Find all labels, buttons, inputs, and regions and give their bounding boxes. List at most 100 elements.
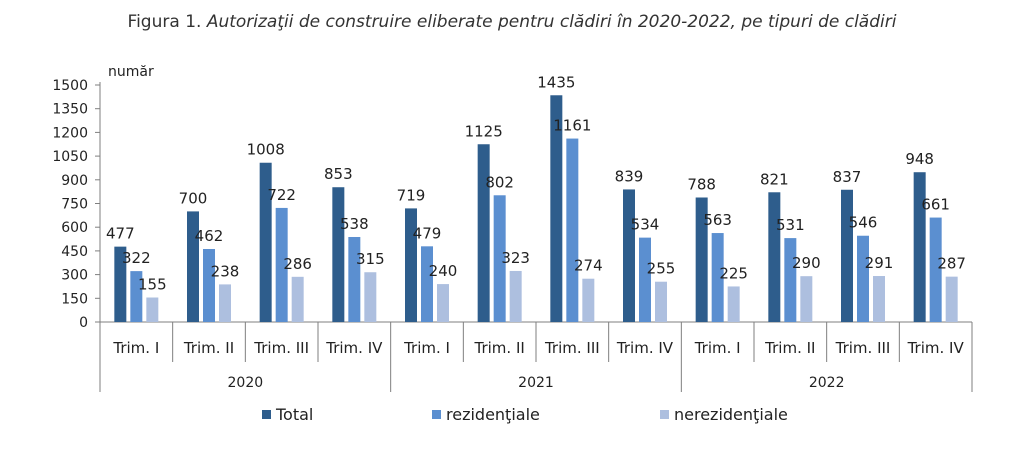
bar-nerezidentiale bbox=[364, 272, 377, 322]
bar-nerezidentiale bbox=[509, 270, 522, 322]
y-axis-label: număr bbox=[108, 64, 154, 80]
year-label: 2020 bbox=[228, 375, 264, 391]
bar-total bbox=[768, 192, 781, 322]
data-label: 323 bbox=[501, 249, 530, 267]
data-label: 238 bbox=[211, 262, 240, 280]
data-label: 274 bbox=[574, 257, 603, 275]
legend-label: Total bbox=[275, 405, 313, 424]
data-label: 322 bbox=[122, 249, 151, 267]
bar-nerezidentiale bbox=[146, 297, 159, 322]
bar-total bbox=[841, 189, 853, 322]
y-tick-label: 150 bbox=[61, 291, 88, 307]
bar-nerezidentiale bbox=[727, 286, 740, 322]
x-tick-label: Trim. II bbox=[764, 339, 815, 357]
data-label: 534 bbox=[631, 216, 660, 234]
bar-total bbox=[550, 95, 563, 323]
data-label: 225 bbox=[719, 264, 748, 282]
data-label: 853 bbox=[324, 165, 353, 183]
bar-nerezidentiale bbox=[437, 284, 449, 322]
bar-rezidentiale bbox=[857, 235, 869, 322]
legend-label: rezidenţiale bbox=[446, 405, 540, 424]
data-label: 290 bbox=[792, 254, 821, 272]
x-tick-label: Trim. III bbox=[253, 339, 309, 357]
data-label: 948 bbox=[905, 150, 934, 168]
bar-rezidentiale bbox=[566, 138, 579, 322]
data-label: 287 bbox=[937, 255, 966, 273]
data-label: 531 bbox=[776, 216, 805, 234]
data-label: 837 bbox=[833, 168, 862, 186]
bar-rezidentiale bbox=[275, 207, 288, 322]
data-label: 722 bbox=[267, 186, 296, 204]
legend-swatch bbox=[660, 410, 669, 419]
bar-total bbox=[913, 172, 926, 322]
data-label: 255 bbox=[647, 260, 676, 278]
bar-nerezidentiale bbox=[873, 276, 885, 322]
bar-nerezidentiale bbox=[219, 284, 231, 322]
data-label: 286 bbox=[283, 255, 312, 273]
data-label: 563 bbox=[703, 211, 732, 229]
x-tick-label: Trim. I bbox=[694, 339, 741, 357]
data-label: 291 bbox=[865, 254, 894, 272]
data-label: 821 bbox=[760, 170, 789, 188]
y-tick-label: 300 bbox=[61, 268, 88, 284]
bar-rezidentiale bbox=[784, 238, 797, 322]
x-tick-label: Trim. I bbox=[403, 339, 450, 357]
bar-total bbox=[114, 246, 127, 322]
data-label: 1008 bbox=[247, 141, 285, 159]
bar-total bbox=[477, 144, 490, 322]
bar-rezidentiale bbox=[348, 236, 361, 322]
legend-swatch bbox=[262, 410, 271, 419]
data-label: 479 bbox=[413, 224, 442, 242]
data-label: 477 bbox=[106, 225, 135, 243]
bar-total bbox=[405, 208, 417, 322]
bar-rezidentiale bbox=[421, 246, 433, 322]
y-tick-label: 900 bbox=[61, 173, 88, 189]
data-label: 719 bbox=[397, 186, 426, 204]
bar-rezidentiale bbox=[130, 271, 143, 322]
x-tick-label: Trim. IV bbox=[616, 339, 674, 357]
x-tick-label: Trim. IV bbox=[907, 339, 965, 357]
bar-nerezidentiale bbox=[291, 276, 304, 322]
bar-nerezidentiale bbox=[655, 281, 667, 322]
bar-rezidentiale bbox=[203, 249, 215, 322]
chart-title: Figura 1. Autorizaţii de construire elib… bbox=[0, 12, 1024, 32]
data-label: 839 bbox=[615, 167, 644, 185]
title-prefix: Figura 1. bbox=[127, 12, 202, 32]
bar-nerezidentiale bbox=[800, 276, 813, 322]
year-label: 2022 bbox=[809, 375, 845, 391]
x-tick-label: Trim. II bbox=[183, 339, 234, 357]
y-tick-label: 600 bbox=[61, 220, 88, 236]
data-label: 1435 bbox=[537, 73, 575, 91]
data-label: 546 bbox=[849, 214, 878, 232]
bar-total bbox=[332, 187, 345, 322]
data-label: 462 bbox=[195, 227, 224, 245]
y-tick-label: 1500 bbox=[52, 78, 88, 94]
legend-label: nerezidenţiale bbox=[674, 405, 788, 424]
data-label: 700 bbox=[179, 189, 208, 207]
y-tick-label: 1350 bbox=[52, 102, 88, 118]
x-tick-label: Trim. IV bbox=[325, 339, 383, 357]
x-tick-label: Trim. II bbox=[474, 339, 525, 357]
data-label: 240 bbox=[429, 262, 458, 280]
y-tick-label: 1050 bbox=[52, 149, 88, 165]
data-label: 802 bbox=[485, 173, 514, 191]
x-tick-label: Trim. I bbox=[112, 339, 159, 357]
x-tick-label: Trim. III bbox=[544, 339, 600, 357]
bar-rezidentiale bbox=[711, 233, 724, 322]
year-label: 2021 bbox=[518, 375, 554, 391]
bar-total bbox=[259, 162, 272, 322]
data-label: 661 bbox=[921, 196, 950, 214]
y-tick-label: 1200 bbox=[52, 125, 88, 141]
bar-nerezidentiale bbox=[582, 278, 595, 322]
bar-nerezidentiale bbox=[945, 276, 958, 322]
bar-rezidentiale bbox=[639, 237, 651, 322]
bar-rezidentiale bbox=[493, 195, 506, 322]
bar-total bbox=[695, 197, 708, 322]
bar-total bbox=[623, 189, 635, 322]
y-tick-label: 450 bbox=[61, 244, 88, 260]
data-label: 538 bbox=[340, 215, 369, 233]
data-label: 1125 bbox=[465, 122, 503, 140]
y-tick-label: 750 bbox=[61, 197, 88, 213]
y-tick-label: 0 bbox=[79, 315, 88, 331]
